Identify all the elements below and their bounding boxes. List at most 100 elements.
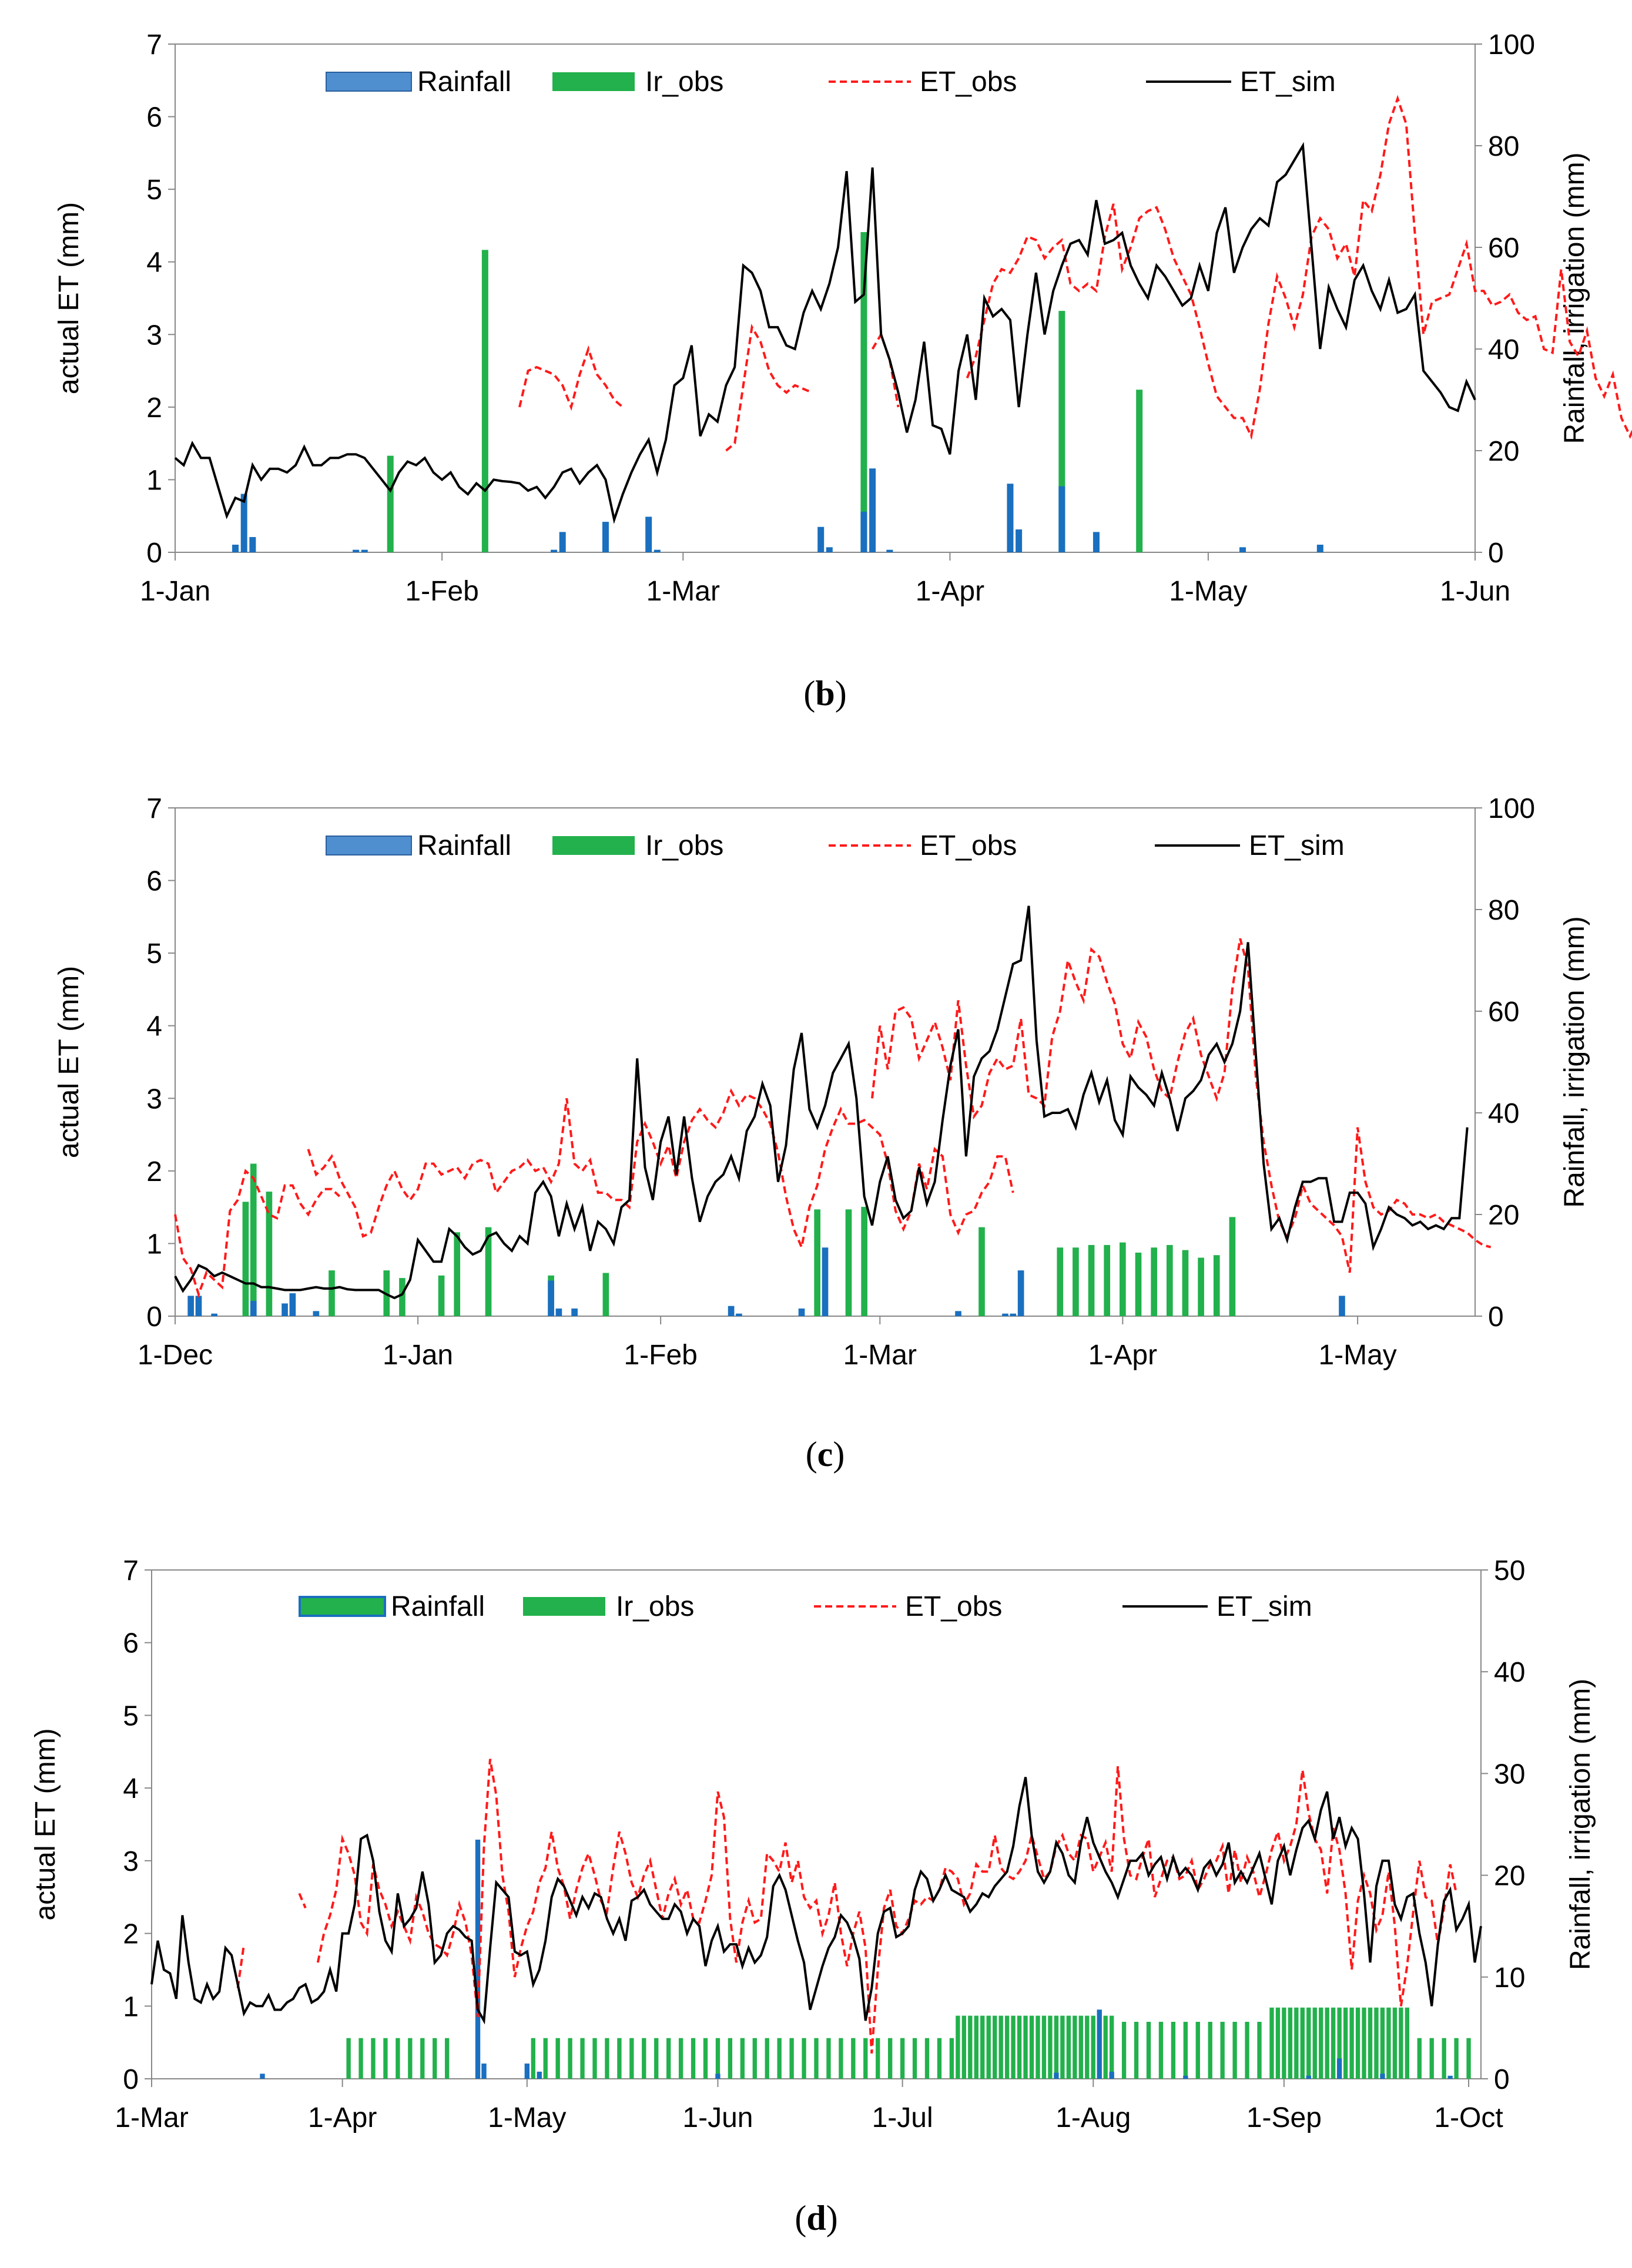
x-tick-label: 1-May bbox=[1318, 1340, 1396, 1371]
y-tick-label: 1 bbox=[123, 1991, 139, 2022]
irrigation-bar bbox=[1331, 2007, 1336, 2079]
y-tick-label: 1 bbox=[146, 1229, 162, 1260]
irrigation-bar bbox=[568, 2038, 572, 2079]
irrigation-bar bbox=[851, 2038, 856, 2079]
y2-tick-label: 80 bbox=[1488, 895, 1519, 926]
irrigation-bar bbox=[1405, 2007, 1409, 2079]
rainfall-bar bbox=[1054, 2072, 1059, 2079]
y2-tick-label: 10 bbox=[1494, 1962, 1525, 1994]
irrigation-bar bbox=[1399, 2007, 1403, 2079]
irrigation-bar bbox=[1343, 2007, 1348, 2079]
rainfall-bar bbox=[555, 1309, 562, 1316]
y-tick-label: 7 bbox=[123, 1555, 139, 1586]
plot-frame bbox=[175, 807, 1476, 1317]
irrigation-bar bbox=[602, 1273, 609, 1316]
irrigation-bar bbox=[956, 2015, 960, 2079]
x-tick-label: 1-Dec bbox=[138, 1340, 213, 1371]
rainfall-bar bbox=[260, 2074, 265, 2079]
irrigation-bar bbox=[974, 2015, 978, 2079]
legend-irrigation-label: Ir_obs bbox=[645, 66, 723, 98]
irrigation-bar bbox=[740, 2038, 745, 2079]
rainfall-bar bbox=[195, 1296, 202, 1316]
irrigation-bar bbox=[1017, 2015, 1022, 2079]
irrigation-bar bbox=[1312, 2007, 1317, 2079]
x-axis: 1-Dec 1-Jan 1-Feb 1-Mar 1-Apr 1-May bbox=[138, 1316, 1397, 1371]
rainfall-bar bbox=[1058, 486, 1065, 552]
irrigation-bars bbox=[387, 232, 1143, 552]
irrigation-bar bbox=[765, 2038, 769, 2079]
rainfall-bar bbox=[798, 1309, 805, 1316]
rainfall-bar bbox=[886, 549, 893, 552]
left-y-axis: 0 1 2 3 4 5 6 7 bbox=[123, 1555, 152, 2095]
rainfall-bar bbox=[537, 2071, 542, 2079]
y2-tick-label: 20 bbox=[1494, 1861, 1525, 1892]
irrigation-bar bbox=[1073, 2015, 1077, 2079]
caption-letter: c bbox=[817, 1435, 833, 1474]
legend: Rainfall Ir_obs ET_obs ET_sim bbox=[326, 66, 1336, 98]
caption-letter: b bbox=[815, 674, 835, 713]
et-sim-line bbox=[174, 905, 1469, 1300]
irrigation-bar bbox=[728, 2038, 733, 2079]
irrigation-bar bbox=[555, 2038, 560, 2079]
y-tick-label: 6 bbox=[146, 102, 162, 133]
rainfall-bar bbox=[736, 1313, 742, 1316]
y-tick-label: 4 bbox=[123, 1773, 139, 1804]
legend-irrigation-swatch bbox=[552, 836, 635, 855]
irrigation-bar bbox=[1355, 2007, 1360, 2079]
irrigation-bar bbox=[993, 2015, 997, 2079]
irrigation-bar bbox=[1294, 2007, 1299, 2079]
y-tick-label: 2 bbox=[123, 1919, 139, 1950]
irrigation-bar bbox=[371, 2038, 376, 2079]
et-obs-line bbox=[307, 1088, 1014, 1252]
irrigation-bar bbox=[1282, 2007, 1286, 2079]
irrigation-bar bbox=[1300, 2007, 1305, 2079]
y-axis-title: actual ET (mm) bbox=[30, 1728, 61, 1920]
irrigation-bar bbox=[433, 2038, 437, 2079]
legend-irrigation-label: Ir_obs bbox=[645, 830, 723, 861]
irrigation-bar bbox=[1380, 2007, 1385, 2079]
y-tick-label: 7 bbox=[146, 29, 162, 61]
y-axis-title: actual ET (mm) bbox=[53, 966, 85, 1158]
chart-panel-b: 0 1 2 3 4 5 6 7 0 20 40 60 80 100 1-Jan 1-Feb 1-Mar 1-Apr… bbox=[53, 29, 1632, 713]
y2-tick-label: 40 bbox=[1488, 1098, 1519, 1129]
irrigation-bar bbox=[1073, 1247, 1079, 1316]
y-tick-label: 6 bbox=[123, 1628, 139, 1659]
irrigation-bar bbox=[1066, 2015, 1071, 2079]
rainfall-bar bbox=[289, 1293, 296, 1316]
irrigation-bar bbox=[978, 1227, 985, 1316]
irrigation-bar bbox=[383, 2038, 388, 2079]
y2-tick-label: 40 bbox=[1494, 1657, 1525, 1688]
legend-rainfall-label: Rainfall bbox=[417, 66, 511, 98]
irrigation-bar bbox=[861, 1207, 867, 1316]
et-obs-line bbox=[298, 1893, 307, 1909]
irrigation-bar bbox=[408, 2038, 413, 2079]
irrigation-bar bbox=[531, 2038, 535, 2079]
irrigation-bar bbox=[1120, 1242, 1126, 1316]
rainfall-bar bbox=[728, 1306, 735, 1316]
irrigation-bar bbox=[1208, 2022, 1212, 2079]
irrigation-bar bbox=[1220, 2022, 1225, 2079]
irrigation-bar bbox=[1048, 2015, 1053, 2079]
x-tick-label: 1-Jun bbox=[682, 2102, 753, 2133]
irrigation-bar bbox=[543, 2038, 548, 2079]
irrigation-bar bbox=[900, 2038, 905, 2079]
irrigation-bar bbox=[1004, 2015, 1010, 2079]
x-tick-label: 1-Mar bbox=[115, 2102, 188, 2133]
irrigation-bar bbox=[399, 1278, 406, 1316]
irrigation-bar bbox=[1088, 1244, 1095, 1316]
et-obs-line bbox=[871, 331, 900, 408]
panel-caption: (b) bbox=[803, 674, 846, 713]
rainfall-bar bbox=[1016, 529, 1023, 552]
rainfall-bar bbox=[240, 494, 247, 552]
irrigation-bar bbox=[1029, 2015, 1034, 2079]
rainfall-bar bbox=[548, 1280, 554, 1316]
rainfall-bar bbox=[860, 511, 867, 552]
irrigation-bar bbox=[1269, 2007, 1274, 2079]
rainfall-bar bbox=[817, 526, 825, 552]
irrigation-bar bbox=[642, 2038, 646, 2079]
irrigation-bar bbox=[876, 2038, 880, 2079]
y2-tick-label: 0 bbox=[1488, 538, 1504, 569]
rainfall-bar bbox=[1380, 2074, 1385, 2079]
irrigation-bar bbox=[1182, 1250, 1189, 1316]
